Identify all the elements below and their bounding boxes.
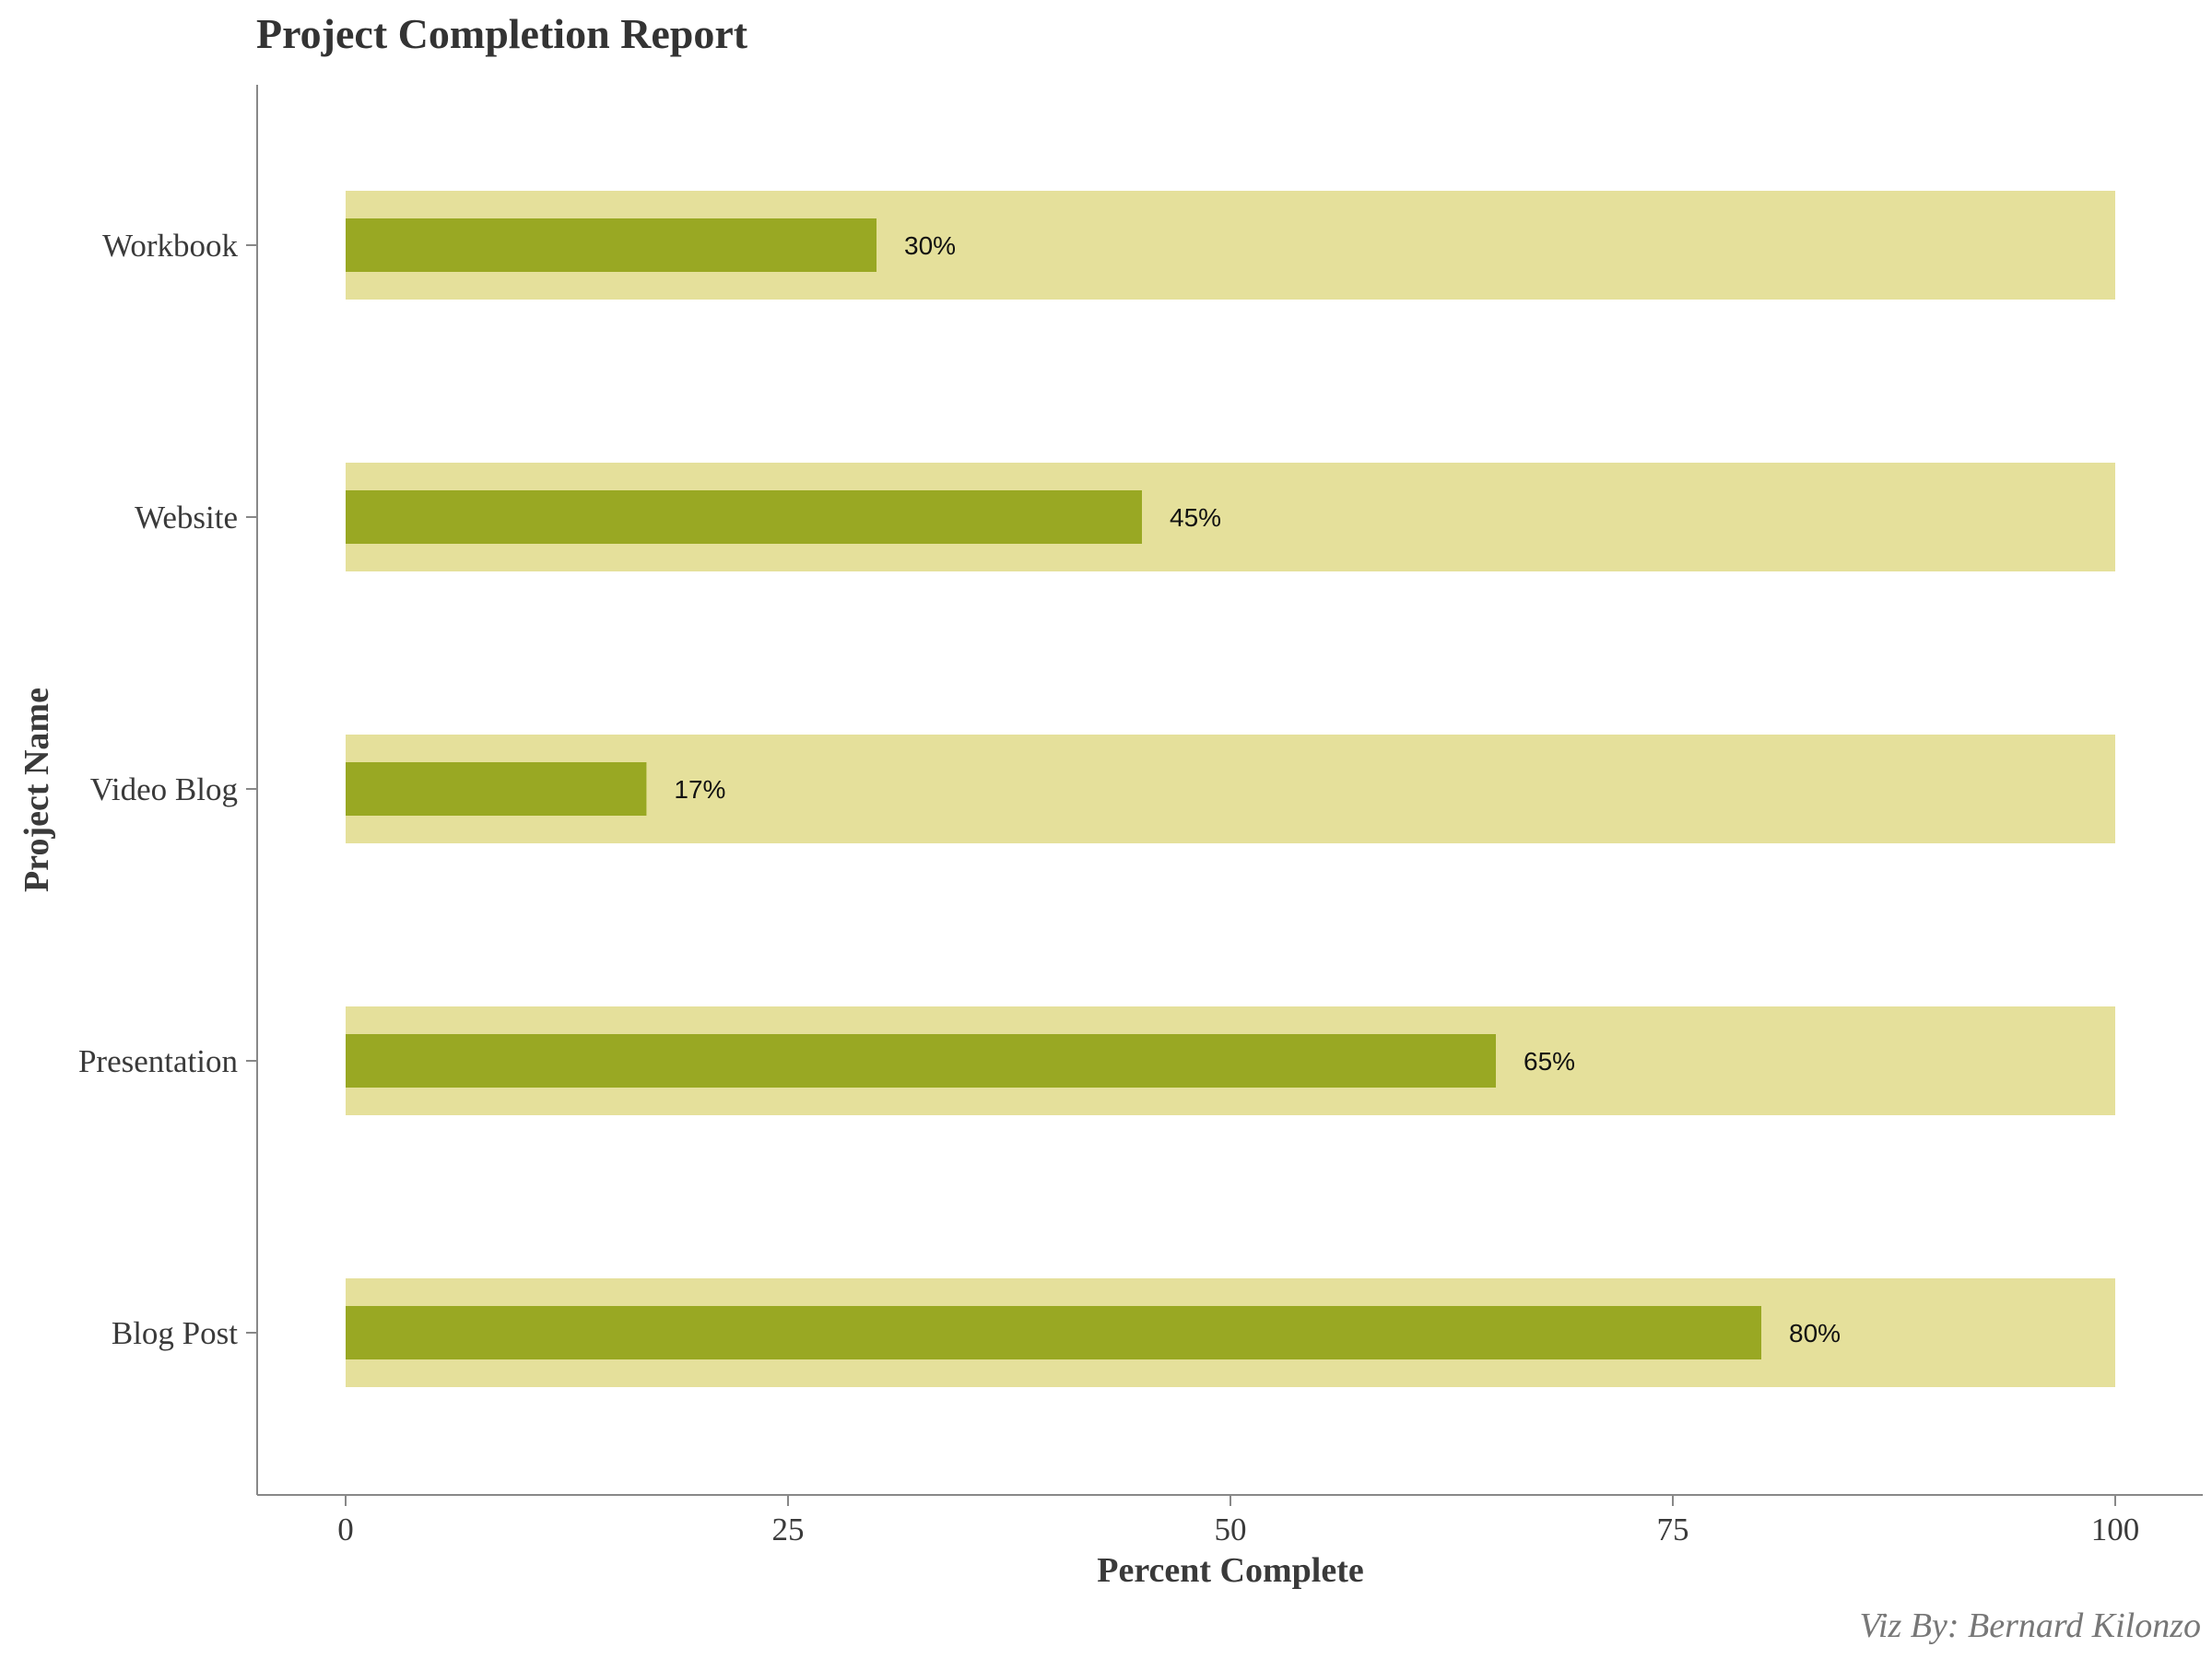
progress-bars — [346, 218, 1761, 1359]
data-label: 65% — [1524, 1047, 1575, 1076]
x-tick-label: 75 — [1657, 1512, 1689, 1547]
data-labels: 30% 45% 17% 65% 80% — [674, 231, 1841, 1347]
y-tick-label: Presentation — [78, 1043, 238, 1079]
data-label: 17% — [674, 775, 725, 804]
data-label: 45% — [1170, 503, 1221, 532]
x-axis-title: Percent Complete — [1097, 1551, 1363, 1590]
x-tick-label: 25 — [772, 1512, 805, 1547]
progress-bar — [346, 1034, 1496, 1088]
x-axis-ticks: 0 25 50 75 100 — [337, 1495, 2139, 1547]
y-tick-label: Website — [135, 500, 238, 535]
y-axis-ticks: Workbook Website Video Blog Presentation Blo… — [78, 228, 257, 1351]
progress-bar — [346, 1306, 1761, 1359]
chart-title: Project Completion Report — [256, 10, 748, 57]
data-label: 30% — [904, 231, 956, 260]
x-tick-label: 50 — [1215, 1512, 1247, 1547]
x-tick-label: 0 — [337, 1512, 354, 1547]
progress-bar — [346, 490, 1142, 544]
data-label: 80% — [1789, 1319, 1841, 1347]
viz-by-caption: Viz By: Bernard Kilonzo — [1860, 1606, 2201, 1645]
x-tick-label: 100 — [2091, 1512, 2140, 1547]
y-tick-label: Video Blog — [90, 771, 238, 807]
y-tick-label: Blog Post — [112, 1315, 238, 1351]
progress-bar — [346, 762, 647, 816]
progress-bar — [346, 218, 877, 272]
y-tick-label: Workbook — [102, 228, 238, 264]
y-axis-title: Project Name — [18, 688, 56, 892]
